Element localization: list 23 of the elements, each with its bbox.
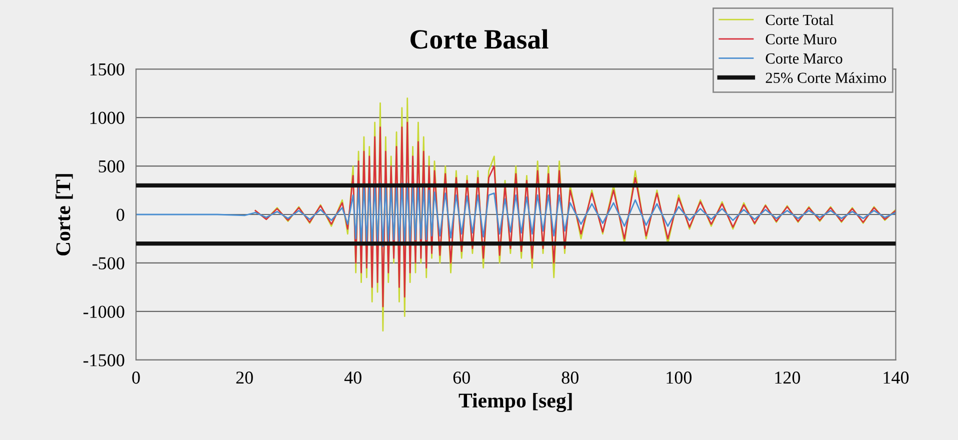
y-axis-title: Corte [T] — [56, 174, 73, 256]
x-tick-label: 0 — [132, 372, 140, 384]
legend-label: Corte Muro — [766, 34, 836, 44]
x-tick-label: 20 — [236, 372, 253, 384]
x-axis-title: Tiempo [seg] — [458, 392, 572, 412]
y-tick-label: -500 — [92, 257, 124, 270]
chart-title: Corte Basal — [410, 29, 548, 49]
x-tick-label: 120 — [775, 372, 800, 384]
x-tick-label: 140 — [884, 372, 909, 384]
y-tick-label: 1000 — [90, 112, 124, 124]
x-tick-label: 100 — [666, 372, 692, 384]
x-tick-label: 80 — [562, 372, 578, 384]
x-tick-label: 60 — [453, 372, 470, 384]
x-tick-label: 40 — [344, 372, 362, 384]
legend-label: 25% Corte Máximo — [766, 72, 886, 84]
y-tick-label: 1500 — [90, 63, 124, 76]
y-tick-label: 0 — [116, 208, 124, 221]
y-tick-label: -1000 — [83, 306, 124, 318]
y-tick-label: -1500 — [83, 354, 124, 366]
legend-label: Corte Marco — [766, 53, 842, 64]
line-series — [136, 182, 896, 248]
y-tick-label: 500 — [98, 160, 124, 172]
legend-label: Corte Total — [766, 14, 834, 26]
